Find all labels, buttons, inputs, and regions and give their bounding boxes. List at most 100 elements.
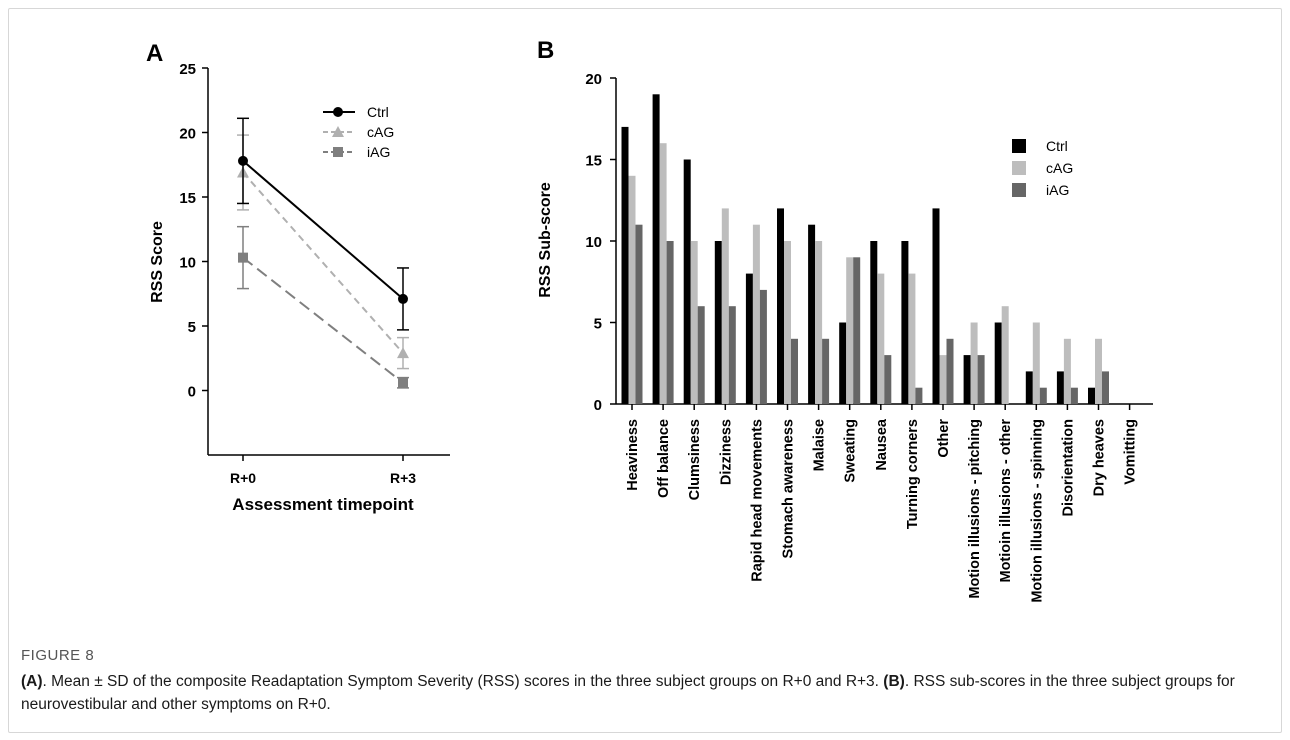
- panel-a-x-axis-label: Assessment timepoint: [232, 495, 414, 514]
- panel-b-label: B: [537, 37, 554, 64]
- panel-b-bar-ctrl: [901, 241, 909, 404]
- panel-b-bar-cag: [1095, 338, 1102, 404]
- panel-b-category-label: Disorientation: [1060, 419, 1076, 516]
- panel-b-category-label: Other: [936, 419, 952, 458]
- caption-b-tag: (B): [883, 673, 905, 690]
- panel-b-bar-ctrl: [714, 241, 722, 404]
- panel-b-bar-cag: [970, 322, 978, 404]
- panel-a-legend-marker-iag: [333, 147, 343, 157]
- panel-b-bar-iag: [1039, 387, 1047, 404]
- panel-b-bar-cag: [784, 241, 791, 404]
- panel-b-y-tick-label: 15: [585, 153, 602, 170]
- panel-a-point-iag: [238, 252, 248, 263]
- panel-b-legend-label-cag: cAG: [1046, 160, 1073, 176]
- panel-b-y-axis-label: RSS Sub-score: [537, 182, 554, 298]
- panel-a-y-tick-label: 25: [179, 61, 196, 78]
- panel-a-line-iag: [242, 256, 404, 384]
- caption-b-text: . RSS sub-scores in the three subject gr…: [21, 673, 1235, 713]
- panel-a-series-iag: [237, 225, 409, 389]
- panel-b-category-label: Stomach awareness: [781, 419, 797, 558]
- panel-b-bar-iag: [853, 257, 861, 404]
- panel-a-y-tick-label: 5: [188, 319, 196, 336]
- panel-b-bar-ctrl: [1056, 371, 1064, 404]
- panel-b-legend-label-iag: iAG: [1046, 182, 1069, 198]
- panel-a-legend-marker-cag: [332, 126, 344, 137]
- panel-b-bar-ctrl: [745, 273, 753, 404]
- panel-a-legend-marker-ctrl: [333, 107, 343, 117]
- figure-label: FIGURE 8: [21, 647, 95, 664]
- panel-b-bar-iag: [946, 338, 954, 404]
- panel-b-category-label: Dizziness: [718, 419, 734, 485]
- panel-b-bar-ctrl: [1088, 387, 1095, 404]
- panel-b-bar-ctrl: [932, 208, 940, 404]
- panel-b-bar-iag: [915, 387, 923, 404]
- panel-b-bar-iag: [1070, 387, 1078, 404]
- panel-a-y-tick-label: 0: [188, 384, 196, 401]
- caption-a-text: . Mean ± SD of the composite Readaptatio…: [42, 673, 884, 690]
- panel-a-x-tick-label: R+3: [390, 470, 416, 486]
- panel-b-bar-iag: [884, 355, 892, 404]
- panel-b-bar-iag: [822, 338, 830, 404]
- panel-b-bar-ctrl: [621, 126, 629, 405]
- panel-a-y-axis-label: RSS Score: [149, 221, 166, 303]
- panel-b-category-label: Rapid head movements: [749, 419, 765, 582]
- panel-b-y-tick-label: 10: [585, 234, 602, 251]
- panel-a-line-cag: [242, 171, 404, 354]
- panel-b-legend-swatch-cag: [1012, 161, 1026, 175]
- panel-b-bar-ctrl: [808, 224, 816, 404]
- panel-b-category-label: Off balance: [656, 419, 672, 498]
- panel-a-legend-label-cag: cAG: [367, 124, 394, 140]
- panel-a-point-iag: [398, 377, 408, 388]
- panel-b-legend-label-ctrl: Ctrl: [1046, 138, 1068, 154]
- panel-b-bar-cag: [659, 143, 667, 404]
- panel-b-category-label: Malaise: [812, 419, 828, 471]
- panel-b-category-label: Vomitting: [1123, 419, 1139, 485]
- panel-b-bar-cag: [1063, 338, 1071, 404]
- panel-b-bar-cag: [846, 257, 854, 404]
- panel-a-legend-label-ctrl: Ctrl: [367, 104, 389, 120]
- panel-b-bar-ctrl: [1025, 371, 1033, 404]
- panel-b-category-label: Motion illusions - pitching: [967, 419, 983, 599]
- panel-b-category-label: Dry heaves: [1092, 419, 1108, 496]
- panel-b-bar-cag: [721, 208, 729, 404]
- panel-b-category-label: Motioin illusions - other: [998, 419, 1014, 583]
- panel-b-bar-ctrl: [870, 241, 878, 404]
- panel-b-category-label: Motion illusions - spinning: [1029, 419, 1045, 603]
- panel-b-legend-swatch-iag: [1012, 183, 1026, 197]
- panel-b-bar-cag: [908, 273, 916, 404]
- figure-charts: A 0 5 10 15 20 25 R+0 R+3 Assessment timepoint RSS…: [146, 37, 1153, 603]
- panel-b-category-label: Sweating: [843, 419, 859, 483]
- panel-b-bar-cag: [939, 355, 947, 404]
- panel-a-y-tick-label: 20: [179, 126, 196, 143]
- figure-frame: [8, 8, 1282, 733]
- panel-b-y-tick-label: 5: [594, 316, 602, 333]
- panel-b-bar-iag: [1102, 371, 1109, 404]
- panel-a-series-ctrl: [237, 117, 409, 331]
- panel-b-bar-ctrl: [777, 208, 784, 404]
- panel-b-bar-cag: [815, 241, 823, 404]
- panel-a-x-tick-label: R+0: [230, 470, 256, 486]
- panel-b-bar-cag: [1032, 322, 1040, 404]
- panel-b-bar-iag: [977, 355, 985, 404]
- panel-b-category-label: Nausea: [874, 418, 890, 471]
- panel-b-category-label: Clumsiness: [687, 419, 703, 500]
- panel-b-bar-iag: [635, 224, 643, 404]
- panel-b-y-tick-label: 0: [594, 397, 602, 414]
- panel-a-label: A: [146, 40, 163, 67]
- panel-a-legend-label-iag: iAG: [367, 144, 390, 160]
- panel-b-bar-chart: B 0 5 10 15 20 RSS Sub-score Heaviness Off balan…: [537, 37, 1153, 603]
- panel-a-line-ctrl: [242, 160, 404, 300]
- panel-b-bar-cag: [628, 175, 636, 404]
- panel-b-bar-cag: [690, 241, 698, 404]
- panel-b-bar-cag: [877, 273, 885, 404]
- panel-b-bar-ctrl: [839, 322, 847, 404]
- panel-b-bar-ctrl: [683, 159, 691, 404]
- panel-b-bar-ctrl: [963, 355, 971, 404]
- panel-b-bar-iag: [697, 306, 705, 404]
- panel-a-y-tick-label: 15: [179, 190, 196, 207]
- panel-b-bar-cag: [752, 224, 760, 404]
- panel-a-line-chart: A 0 5 10 15 20 25 R+0 R+3 Assessment timepoint RSS…: [146, 40, 450, 514]
- panel-b-bar-iag: [666, 241, 674, 404]
- panel-b-bar-iag: [759, 289, 767, 404]
- panel-a-point-ctrl: [398, 293, 408, 304]
